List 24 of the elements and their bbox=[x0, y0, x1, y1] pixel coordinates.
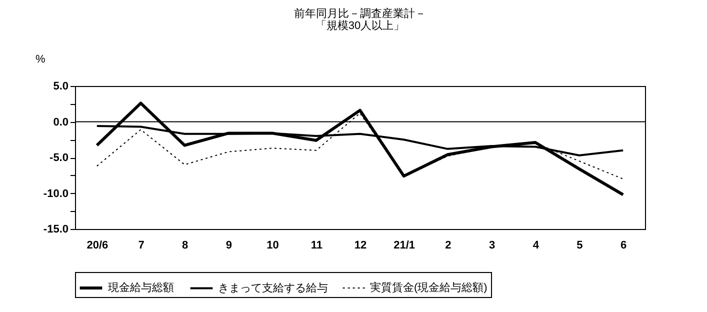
x-tick-label: 6 bbox=[620, 240, 627, 252]
x-tick-label: 21/1 bbox=[394, 240, 416, 252]
legend-label: きまって支給する給与 bbox=[218, 281, 328, 294]
x-tick-label: 11 bbox=[310, 240, 322, 252]
y-tick-label: -15.0 bbox=[43, 224, 68, 236]
y-tick-label: 0.0 bbox=[53, 116, 68, 128]
y-tick-label: 5.0 bbox=[53, 80, 68, 92]
legend-label: 現金給与総額 bbox=[108, 281, 174, 294]
x-tick-label: 20/6 bbox=[86, 240, 108, 252]
x-tick-label: 3 bbox=[488, 240, 496, 252]
legend-label: 実質賃金(現金給与総額) bbox=[370, 281, 488, 294]
chart-subtitle: 「規模30人以上」 bbox=[315, 19, 405, 32]
x-tick-label: 10 bbox=[266, 240, 279, 252]
x-tick-label: 7 bbox=[138, 240, 144, 252]
x-tick-label: 8 bbox=[182, 240, 188, 252]
y-tick-label: -5.0 bbox=[50, 152, 68, 164]
chart-title: 前年同月比－調査産業計－ bbox=[294, 7, 426, 20]
x-tick-label: 9 bbox=[226, 240, 232, 252]
x-tick-label: 12 bbox=[354, 240, 367, 252]
y-axis-title: % bbox=[36, 54, 46, 66]
y-tick-label: -10.0 bbox=[43, 188, 68, 200]
x-tick-label: 2 bbox=[445, 240, 452, 252]
x-tick-label: 4 bbox=[532, 240, 540, 252]
x-tick-label: 5 bbox=[576, 240, 583, 252]
